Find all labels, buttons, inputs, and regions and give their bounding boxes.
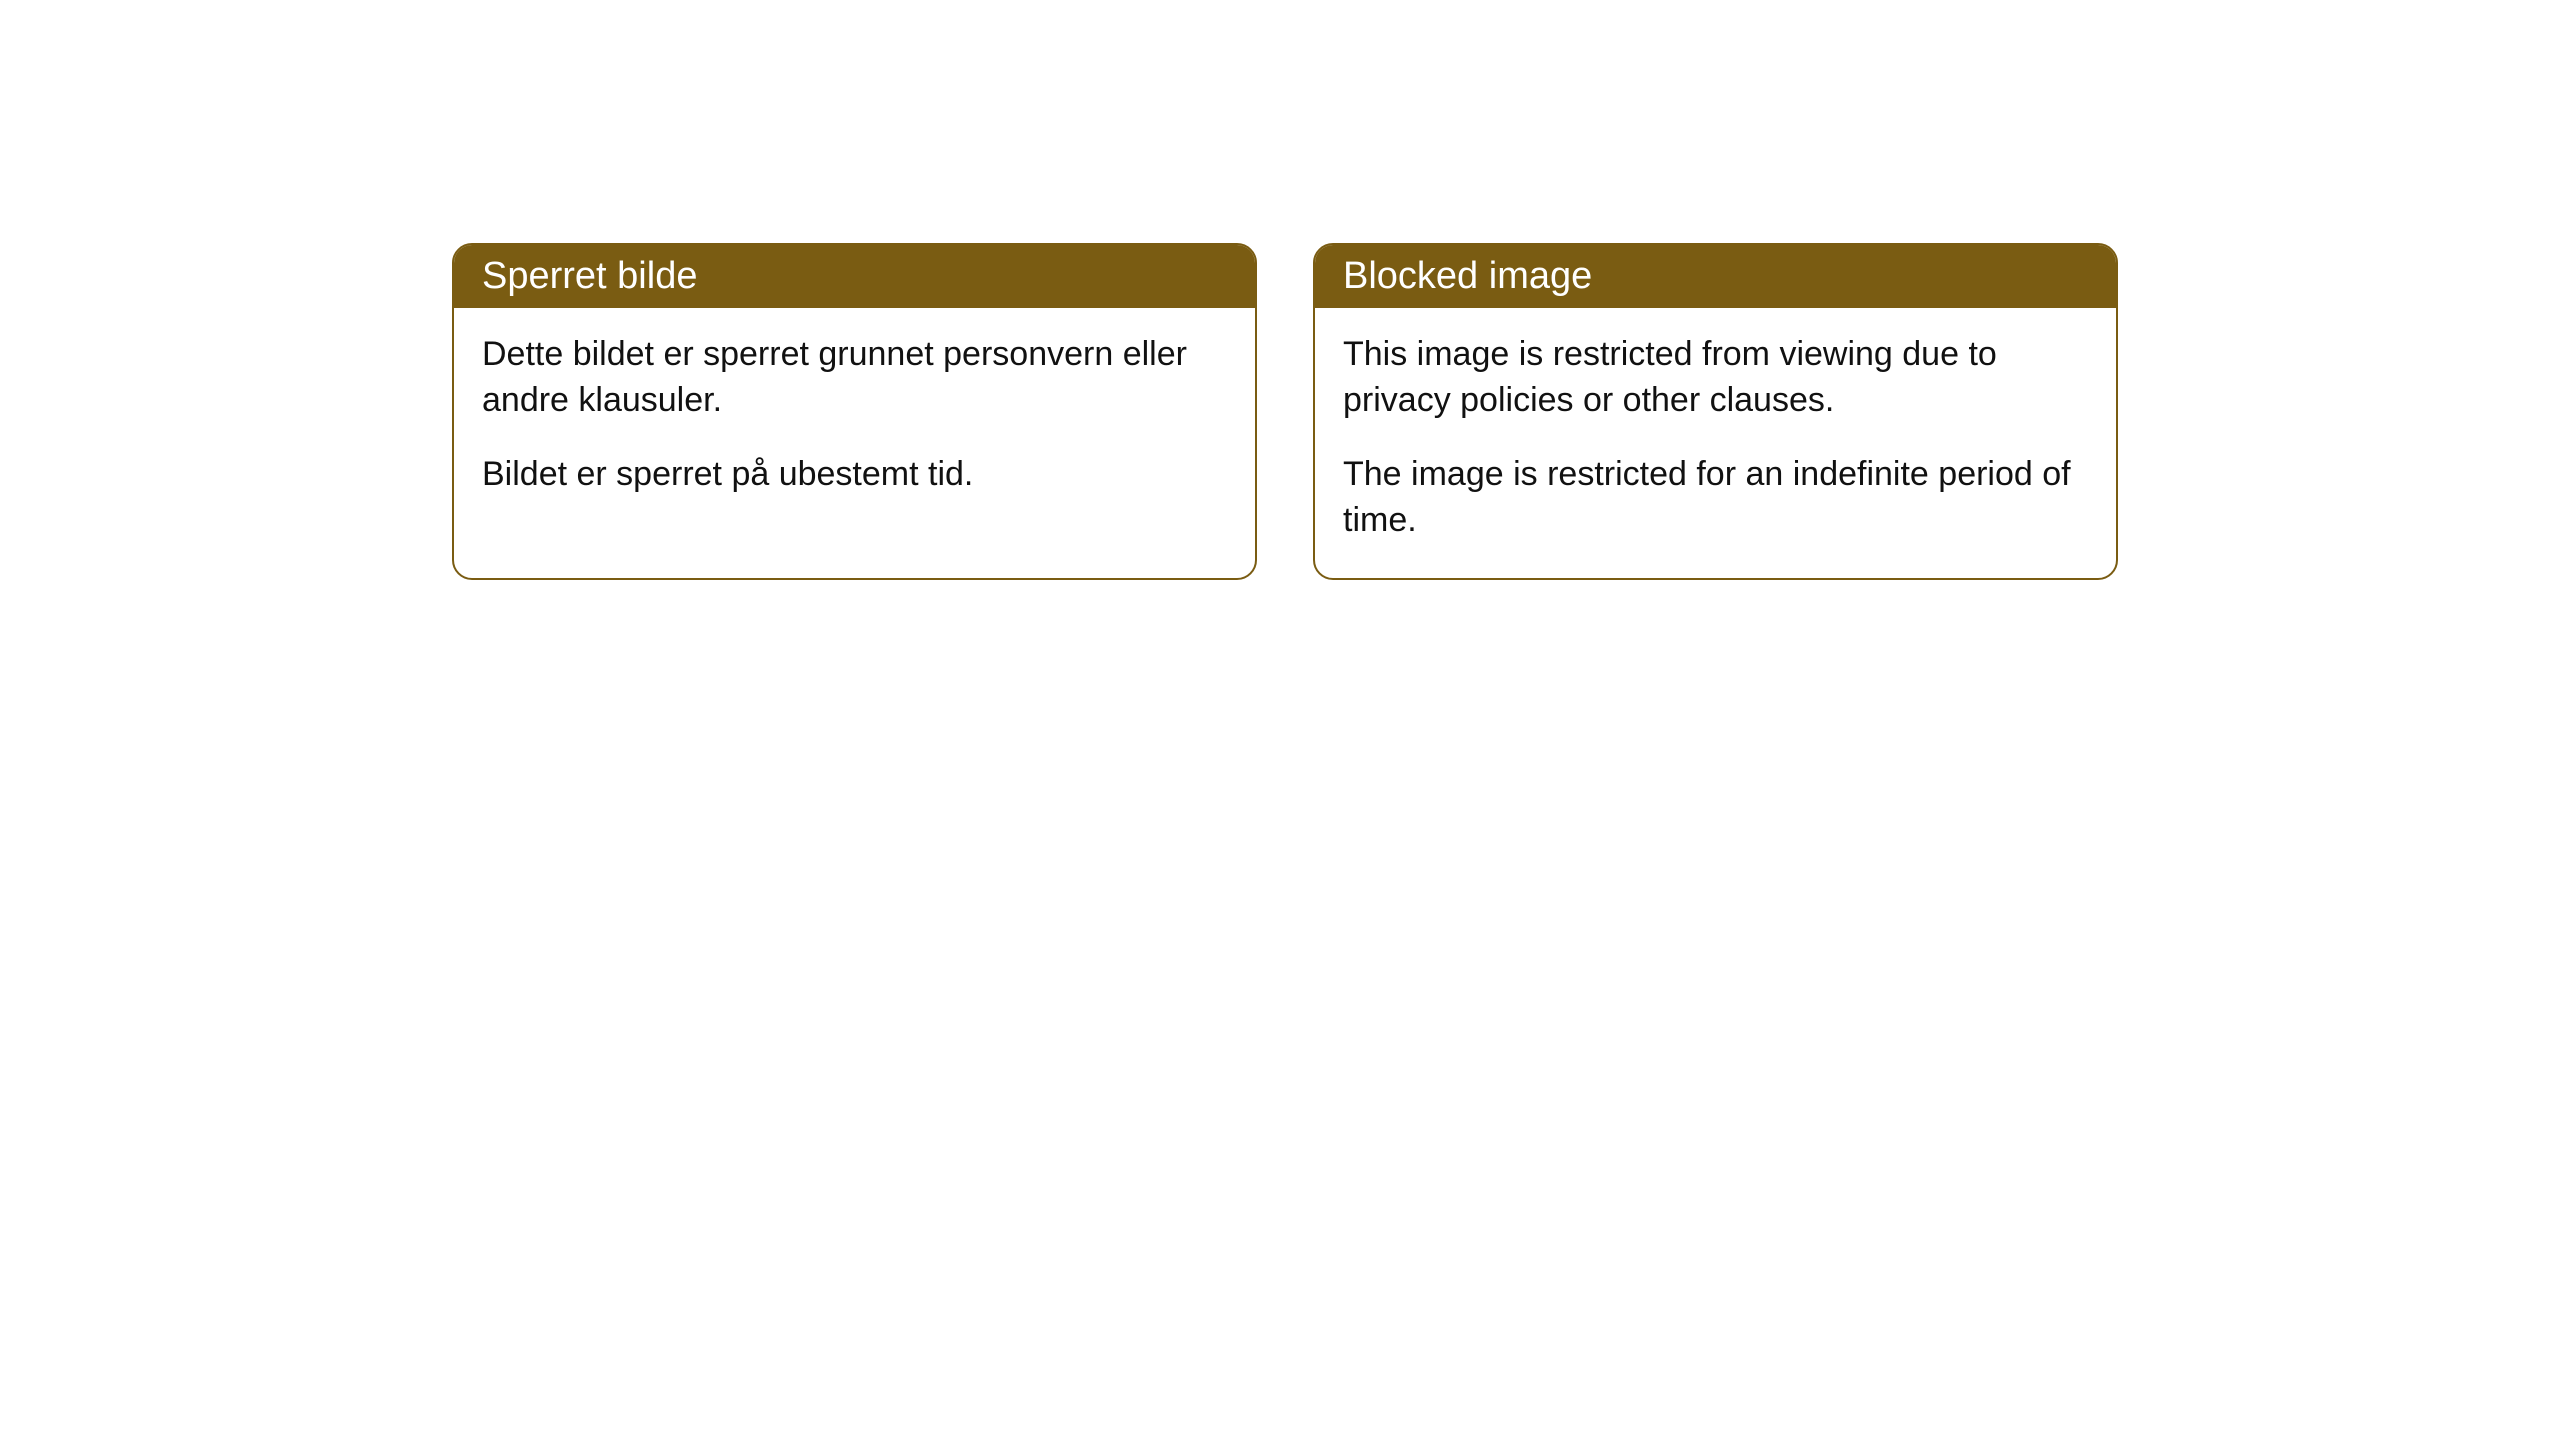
card-paragraph2-en: The image is restricted for an indefinit…: [1343, 452, 2088, 544]
notice-cards-container: Sperret bilde Dette bildet er sperret gr…: [452, 243, 2118, 580]
card-paragraph1-no: Dette bildet er sperret grunnet personve…: [482, 332, 1227, 424]
card-body-no: Dette bildet er sperret grunnet personve…: [454, 308, 1255, 532]
card-header-en: Blocked image: [1315, 245, 2116, 308]
card-title-en: Blocked image: [1343, 255, 1592, 297]
card-paragraph2-no: Bildet er sperret på ubestemt tid.: [482, 452, 1227, 498]
card-title-no: Sperret bilde: [482, 255, 697, 297]
blocked-image-card-no: Sperret bilde Dette bildet er sperret gr…: [452, 243, 1257, 580]
blocked-image-card-en: Blocked image This image is restricted f…: [1313, 243, 2118, 580]
card-body-en: This image is restricted from viewing du…: [1315, 308, 2116, 578]
card-paragraph1-en: This image is restricted from viewing du…: [1343, 332, 2088, 424]
card-header-no: Sperret bilde: [454, 245, 1255, 308]
